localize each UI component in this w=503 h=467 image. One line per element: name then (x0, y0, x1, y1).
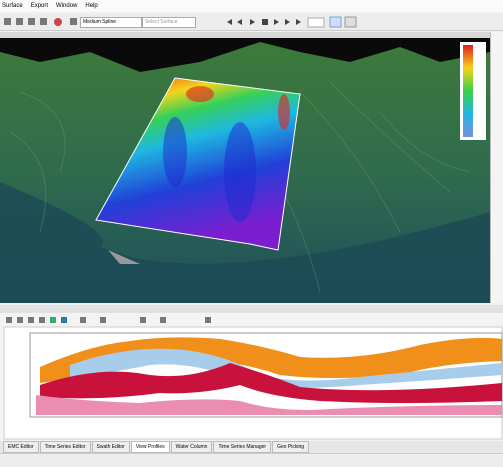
3d-terrain-view (0, 32, 490, 303)
surface-dropdown[interactable]: Select Surface (142, 17, 196, 28)
menu-item[interactable]: Window (56, 3, 78, 9)
tab[interactable]: View Profiles (130, 441, 170, 453)
tab[interactable]: Geo Picking (272, 441, 310, 453)
toolbar: Medium Spline Select Surface (0, 14, 503, 31)
tab[interactable]: Time Series Editor (39, 441, 91, 453)
interpolation-dropdown[interactable]: Medium Spline (80, 17, 142, 28)
menu-item[interactable]: Help (85, 3, 98, 9)
menu-item[interactable]: Export (30, 3, 49, 9)
profile-chart (0, 305, 503, 440)
menu-bar: Surface Export Window Help (0, 0, 503, 12)
profile-panel (0, 305, 503, 441)
tab[interactable]: Water Column (170, 441, 213, 453)
side-panel (490, 32, 503, 303)
tab[interactable]: EMC Editor (3, 441, 39, 453)
tab[interactable]: Swath Editor (91, 441, 130, 453)
status-bar (0, 453, 503, 467)
menu-item[interactable]: Surface (2, 3, 23, 9)
tab[interactable]: Time Series Manager (213, 441, 272, 453)
tab-bar: EMC Editor Time Series Editor Swath Editor… (0, 441, 503, 453)
toolbar-icons (4, 16, 357, 28)
